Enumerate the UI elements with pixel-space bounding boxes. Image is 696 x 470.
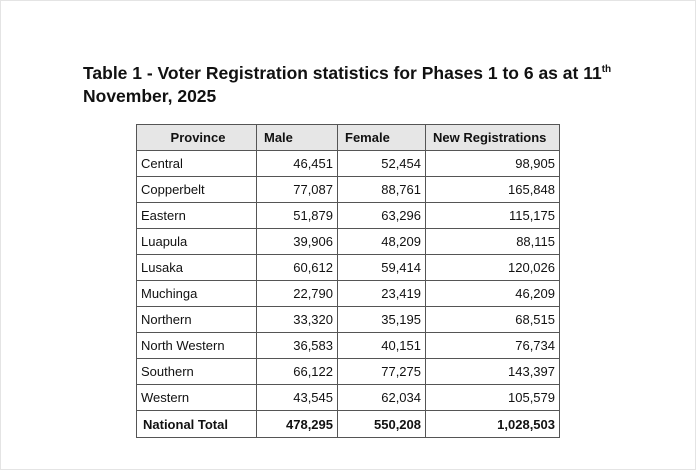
table-cell: 76,734 <box>425 332 560 359</box>
document-title: Table 1 - Voter Registration statistics … <box>83 58 611 108</box>
table-cell: 77,087 <box>256 176 338 203</box>
header-cell: Female <box>337 124 426 151</box>
title-text: Table 1 - Voter Registration statistics … <box>83 63 602 83</box>
table-row: Luapula 39,906 48,209 88,115 <box>136 228 560 255</box>
table-row: North Western 36,583 40,151 76,734 <box>136 332 560 359</box>
table-row: Muchinga 22,790 23,419 46,209 <box>136 280 560 307</box>
total-cell: 1,028,503 <box>425 410 560 438</box>
table-cell: Central <box>136 150 257 177</box>
table-row: Copperbelt 77,087 88,761 165,848 <box>136 176 560 203</box>
title-superscript: th <box>601 64 612 75</box>
table-cell: 59,414 <box>337 254 426 281</box>
table-cell: 46,451 <box>256 150 338 177</box>
table-cell: 22,790 <box>256 280 338 307</box>
table-cell: 60,612 <box>256 254 338 281</box>
table-row: Lusaka 60,612 59,414 120,026 <box>136 254 560 281</box>
table-cell: 43,545 <box>256 384 338 411</box>
header-cell: New Registrations <box>425 124 560 151</box>
table-cell: Muchinga <box>136 280 257 307</box>
table-row: Eastern 51,879 63,296 115,175 <box>136 202 560 229</box>
table-cell: Eastern <box>136 202 257 229</box>
table-cell: 52,454 <box>337 150 426 177</box>
table-cell: 143,397 <box>425 358 560 385</box>
table-cell: 35,195 <box>337 306 426 333</box>
table-cell: 40,151 <box>337 332 426 359</box>
table-row: Northern 33,320 35,195 68,515 <box>136 306 560 333</box>
table-body: Central 46,451 52,454 98,905 Copperbelt 77,08… <box>136 150 560 438</box>
table-cell: 66,122 <box>256 358 338 385</box>
table-cell: 62,034 <box>337 384 426 411</box>
table-row: Central 46,451 52,454 98,905 <box>136 150 560 177</box>
table-cell: 63,296 <box>337 202 426 229</box>
total-cell: National Total <box>136 410 257 438</box>
table-cell: Northern <box>136 306 257 333</box>
table-cell: North Western <box>136 332 257 359</box>
table-row: Western 43,545 62,034 105,579 <box>136 384 560 411</box>
table-row: Southern 66,122 77,275 143,397 <box>136 358 560 385</box>
table-cell: Luapula <box>136 228 257 255</box>
table-cell: 120,026 <box>425 254 560 281</box>
table-cell: 115,175 <box>425 202 560 229</box>
table-cell: Western <box>136 384 257 411</box>
table-cell: 51,879 <box>256 202 338 229</box>
table-cell: 68,515 <box>425 306 560 333</box>
table-cell: 88,115 <box>425 228 560 255</box>
title-line2: November, 2025 <box>83 86 217 106</box>
table-cell: 23,419 <box>337 280 426 307</box>
registration-table: Province Male Female New Registrations Cent… <box>136 124 560 438</box>
table-cell: 165,848 <box>425 176 560 203</box>
table-cell: 88,761 <box>337 176 426 203</box>
total-row: National Total 478,295 550,208 1,028,503 <box>136 410 560 438</box>
header-row: Province Male Female New Registrations <box>136 124 560 151</box>
table-cell: 105,579 <box>425 384 560 411</box>
header-cell: Male <box>256 124 338 151</box>
table-cell: 36,583 <box>256 332 338 359</box>
table-cell: 46,209 <box>425 280 560 307</box>
table-cell: 98,905 <box>425 150 560 177</box>
table-cell: Southern <box>136 358 257 385</box>
total-cell: 550,208 <box>337 410 426 438</box>
header-cell: Province <box>136 124 257 151</box>
table-cell: 33,320 <box>256 306 338 333</box>
table-cell: 77,275 <box>337 358 426 385</box>
table-cell: Copperbelt <box>136 176 257 203</box>
table-cell: 39,906 <box>256 228 338 255</box>
table-cell: 48,209 <box>337 228 426 255</box>
table-cell: Lusaka <box>136 254 257 281</box>
total-cell: 478,295 <box>256 410 338 438</box>
